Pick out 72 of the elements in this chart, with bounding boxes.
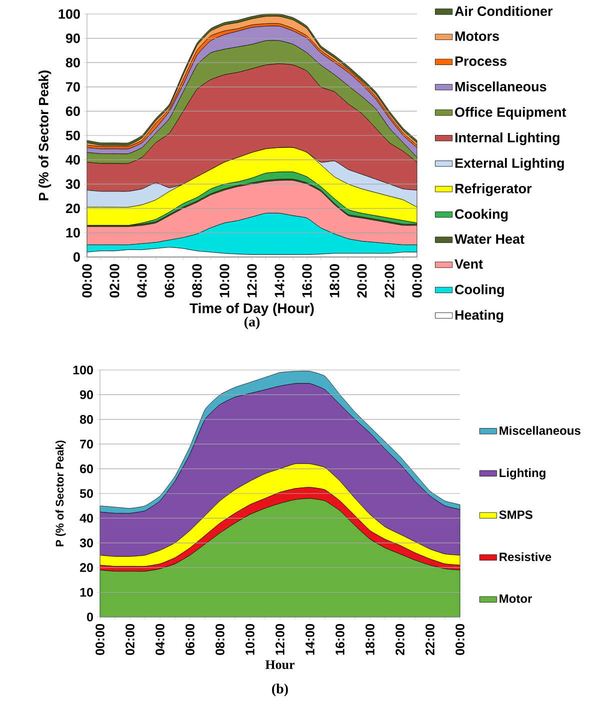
y-tick-label: 40 <box>80 514 93 523</box>
legend-label: Internal Lighting <box>455 132 560 146</box>
legend-label: SMPS <box>499 510 532 519</box>
y-tick-label: 30 <box>80 538 93 548</box>
legend-label: Motors <box>455 32 499 41</box>
x-tick-label: 20:00 <box>357 264 367 298</box>
y-tick-label: 20 <box>66 204 80 214</box>
y-tick-label: 60 <box>66 106 80 116</box>
x-tick-label: 14:00 <box>306 624 314 655</box>
x-axis-title: Hour <box>265 660 295 670</box>
legend-label: Resistive <box>500 552 552 562</box>
y-axis-title: P (% of Sector Peak) <box>38 70 52 200</box>
y-tick-label: 100 <box>58 9 80 19</box>
x-tick-label: 08:00 <box>216 624 224 655</box>
x-tick-label: 18:00 <box>330 264 340 298</box>
x-tick-label: 06:00 <box>164 264 174 298</box>
y-tick-label: 30 <box>66 179 80 189</box>
x-tick-label: 02:00 <box>126 624 134 655</box>
x-tick-label: 20:00 <box>396 624 404 656</box>
y-tick-label: 90 <box>66 34 80 44</box>
text: (a) <box>244 316 260 330</box>
legend-label: Refrigerator <box>455 183 532 196</box>
x-tick-label: 04:00 <box>156 624 164 655</box>
y-tick-label: 20 <box>80 563 93 572</box>
y-tick-label: 80 <box>66 58 80 68</box>
x-tick-label: 00:00 <box>456 624 464 655</box>
x-tick-label: 10:00 <box>246 624 254 655</box>
x-tick-label: 04:00 <box>137 264 147 298</box>
x-tick-label: 12:00 <box>276 624 284 655</box>
x-tick-label: 12:00 <box>247 264 257 298</box>
legend-label: Cooling <box>455 284 504 298</box>
legend-label: Vent <box>454 259 483 269</box>
x-tick-label: 10:00 <box>220 264 230 298</box>
legend-label: Miscellaneous <box>455 82 546 92</box>
x-tick-label: 16:00 <box>302 264 312 298</box>
x-tick-label: 22:00 <box>384 264 394 298</box>
y-tick-label: 60 <box>80 464 93 474</box>
y-tick-label: 70 <box>80 440 93 449</box>
legend-label: Motor <box>500 594 532 603</box>
y-tick-label: 50 <box>80 489 93 498</box>
y-tick-label: 0 <box>87 612 93 622</box>
y-tick-label: 70 <box>66 82 80 92</box>
legend-label: Lighting <box>500 468 546 480</box>
x-tick-label: 08:00 <box>192 264 202 298</box>
legend-label: External Lighting <box>455 158 564 171</box>
y-tick-label: 10 <box>80 588 93 597</box>
x-tick-label: 02:00 <box>110 264 120 298</box>
x-tick-label: 00:00 <box>96 624 104 655</box>
text: (b) <box>272 684 288 696</box>
x-tick-label: 00:00 <box>82 264 92 298</box>
y-tick-label: 50 <box>66 130 80 140</box>
y-axis-title: P (% of Sector Peak) <box>55 440 66 546</box>
y-tick-label: 40 <box>66 155 80 165</box>
legend-label: Cooking <box>455 208 508 222</box>
x-tick-label: 18:00 <box>366 624 374 655</box>
x-axis-title: Time of Day (Hour) <box>190 302 314 316</box>
x-tick-label: 00:00 <box>412 264 422 298</box>
x-tick-label: 06:00 <box>186 624 194 655</box>
y-tick-label: 10 <box>66 228 80 238</box>
x-tick-label: 22:00 <box>426 624 434 656</box>
legend-label: Office Equipment <box>455 106 566 120</box>
y-tick-label: 100 <box>73 366 93 374</box>
legend-label: Process <box>455 56 506 66</box>
legend-label: Heating <box>455 310 504 322</box>
legend-label: Air Conditioner <box>454 6 553 16</box>
legend-label: Water Heat <box>454 234 524 244</box>
y-tick-label: 0 <box>73 252 80 262</box>
x-tick-label: 14:00 <box>274 264 284 298</box>
y-tick-label: 80 <box>80 414 93 424</box>
legend-label: Miscellaneous <box>500 426 580 435</box>
x-tick-label: 16:00 <box>336 624 344 655</box>
y-tick-label: 90 <box>80 390 93 400</box>
